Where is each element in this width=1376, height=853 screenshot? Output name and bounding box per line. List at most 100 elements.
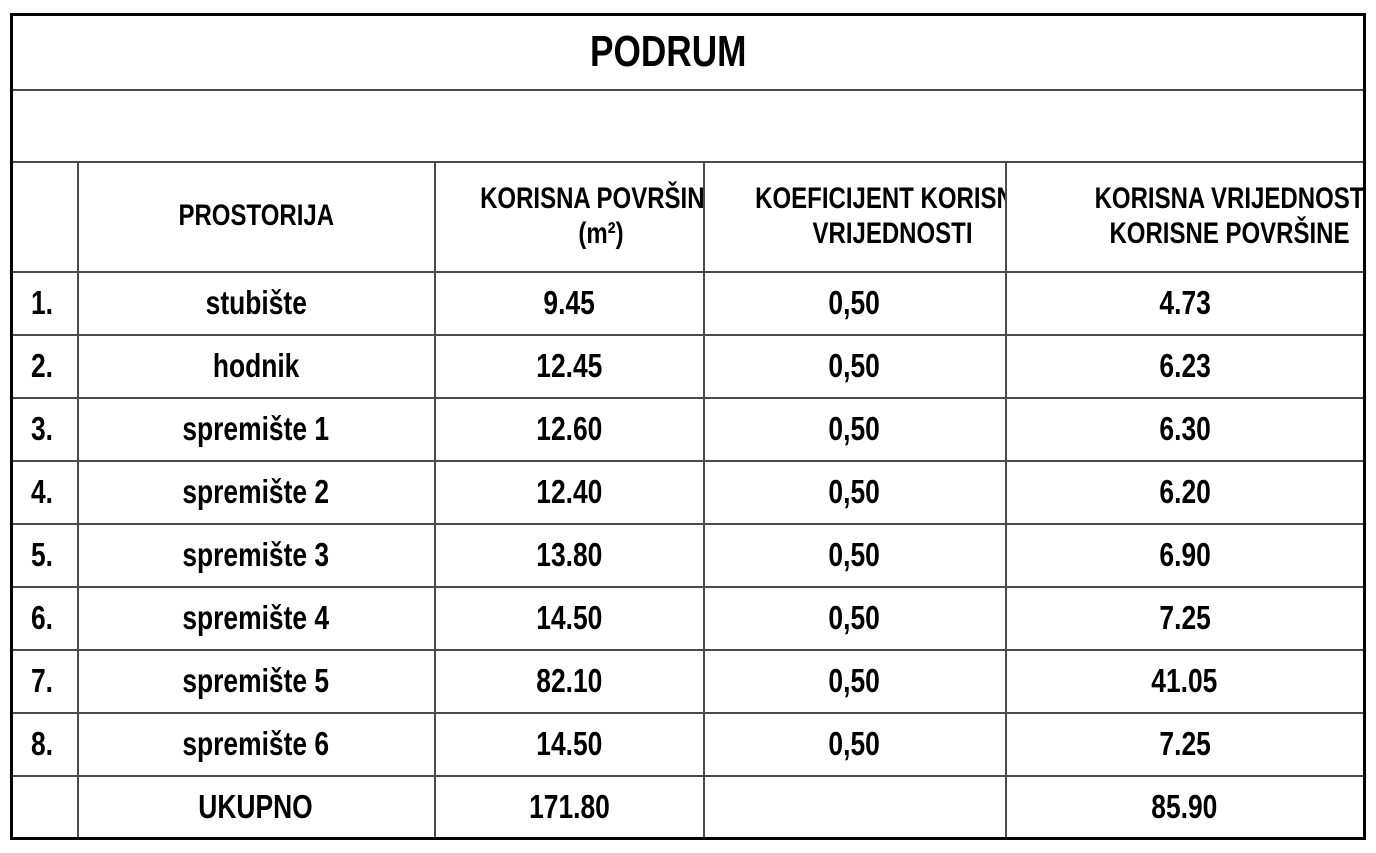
- total-coef-cell: [702, 774, 1007, 840]
- room-text: hodnik: [212, 347, 300, 384]
- header-cell-num: [10, 160, 79, 273]
- room-cell: stubište: [76, 270, 436, 336]
- row-number-cell: 3.: [10, 396, 79, 462]
- room-text: stubište: [205, 284, 307, 321]
- header-cell-room: PROSTORIJA: [76, 160, 436, 273]
- header-cell-coef: KOEFICIJENT KORISNE VRIJEDNOSTI: [702, 160, 1007, 273]
- coef-text: 0,50: [828, 536, 881, 573]
- room-cell: hodnik: [76, 333, 436, 399]
- coef-text: 0,50: [828, 410, 881, 447]
- coef-text: 0,50: [828, 473, 881, 510]
- room-text: spremište 5: [182, 662, 330, 699]
- value-cell: 41.05: [1004, 648, 1366, 714]
- spacer-row: [10, 88, 1366, 163]
- num-text: 2.: [30, 347, 54, 384]
- value-text: 7.25: [1159, 725, 1211, 762]
- coef-cell: 0,50: [702, 396, 1007, 462]
- total-label: UKUPNO: [198, 787, 314, 825]
- table-row: 3. spremište 1 12.60 0,50 6.30: [10, 396, 1366, 462]
- coef-cell: 0,50: [702, 333, 1007, 399]
- room-text: spremište 6: [182, 725, 330, 762]
- total-value-cell: 85.90: [1004, 774, 1366, 840]
- value-cell: 7.25: [1004, 711, 1366, 777]
- value-text: 7.25: [1159, 599, 1211, 636]
- room-cell: spremište 5: [76, 648, 436, 714]
- num-text: 5.: [30, 536, 54, 573]
- table-row: 5. spremište 3 13.80 0,50 6.90: [10, 522, 1366, 588]
- area-cell: 12.40: [433, 459, 705, 525]
- table-row: 2. hodnik 12.45 0,50 6.23: [10, 333, 1366, 399]
- row-number-cell: 2.: [10, 333, 79, 399]
- area-cell: 12.60: [433, 396, 705, 462]
- room-cell: spremište 2: [76, 459, 436, 525]
- row-number-cell: 8.: [10, 711, 79, 777]
- coef-cell: 0,50: [702, 522, 1007, 588]
- coef-text: 0,50: [828, 347, 881, 384]
- header-cell-area: KORISNA POVRŠINA (m²): [433, 160, 705, 273]
- num-text: 4.: [30, 473, 54, 510]
- total-area-cell: 171.80: [433, 774, 705, 840]
- area-text: 14.50: [535, 725, 603, 762]
- area-text: 12.45: [535, 347, 603, 384]
- coef-cell: 0,50: [702, 270, 1007, 336]
- podrum-table: PODRUM PROSTORIJA KORISNA POVRŠINA (m²) …: [10, 13, 1367, 840]
- value-cell: 6.30: [1004, 396, 1366, 462]
- row-number-cell: 1.: [10, 270, 79, 336]
- table-row: 8. spremište 6 14.50 0,50 7.25: [10, 711, 1366, 777]
- total-num-cell: [10, 774, 79, 840]
- room-cell: spremište 1: [76, 396, 436, 462]
- row-number-cell: 5.: [10, 522, 79, 588]
- table-row: 6. spremište 4 14.50 0,50 7.25: [10, 585, 1366, 651]
- value-cell: 6.90: [1004, 522, 1366, 588]
- room-cell: spremište 3: [76, 522, 436, 588]
- value-cell: 4.73: [1004, 270, 1366, 336]
- row-number-cell: 7.: [10, 648, 79, 714]
- header-cell-value: KORISNA VRIJEDNOST KORISNE POVRŠINE: [1004, 160, 1366, 273]
- header-coef-label: KOEFICIJENT KORISNE VRIJEDNOSTI: [754, 182, 1006, 250]
- room-cell: spremište 6: [76, 711, 436, 777]
- value-text: 6.23: [1159, 347, 1211, 384]
- room-text: spremište 2: [182, 473, 330, 510]
- area-text: 12.40: [535, 473, 603, 510]
- row-number-cell: 4.: [10, 459, 79, 525]
- area-cell: 14.50: [433, 585, 705, 651]
- num-text: 7.: [30, 662, 54, 699]
- room-text: spremište 4: [182, 599, 330, 636]
- title-cell: PODRUM: [10, 13, 1366, 91]
- title-row: PODRUM: [10, 13, 1366, 91]
- total-value-value: 85.90: [1151, 787, 1218, 825]
- area-text: 9.45: [543, 284, 595, 321]
- coef-text: 0,50: [828, 725, 881, 762]
- coef-text: 0,50: [828, 284, 881, 321]
- area-text: 12.60: [535, 410, 603, 447]
- num-text: 8.: [30, 725, 54, 762]
- table-row: 7. spremište 5 82.10 0,50 41.05: [10, 648, 1366, 714]
- area-cell: 9.45: [433, 270, 705, 336]
- spacer-cell: [10, 88, 1366, 163]
- value-text: 41.05: [1151, 662, 1218, 699]
- area-cell: 14.50: [433, 711, 705, 777]
- coef-text: 0,50: [828, 662, 881, 699]
- page-title: PODRUM: [590, 27, 747, 77]
- total-area-value: 171.80: [528, 787, 610, 825]
- total-label-cell: UKUPNO: [76, 774, 436, 840]
- area-text: 13.80: [535, 536, 603, 573]
- area-cell: 13.80: [433, 522, 705, 588]
- coef-cell: 0,50: [702, 459, 1007, 525]
- area-cell: 12.45: [433, 333, 705, 399]
- coef-text: 0,50: [828, 599, 881, 636]
- header-value-label: KORISNA VRIJEDNOST KORISNE POVRŠINE: [1094, 182, 1364, 250]
- num-text: 1.: [30, 284, 54, 321]
- room-cell: spremište 4: [76, 585, 436, 651]
- num-text: 6.: [30, 599, 54, 636]
- value-text: 6.90: [1159, 536, 1211, 573]
- num-text: 3.: [30, 410, 54, 447]
- coef-cell: 0,50: [702, 585, 1007, 651]
- total-row: UKUPNO 171.80 85.90: [10, 774, 1366, 840]
- coef-cell: 0,50: [702, 711, 1007, 777]
- header-room-label: PROSTORIJA: [178, 199, 334, 233]
- table-body: PODRUM PROSTORIJA KORISNA POVRŠINA (m²) …: [10, 13, 1366, 840]
- table-row: 1. stubište 9.45 0,50 4.73: [10, 270, 1366, 336]
- area-cell: 82.10: [433, 648, 705, 714]
- value-text: 6.20: [1159, 473, 1211, 510]
